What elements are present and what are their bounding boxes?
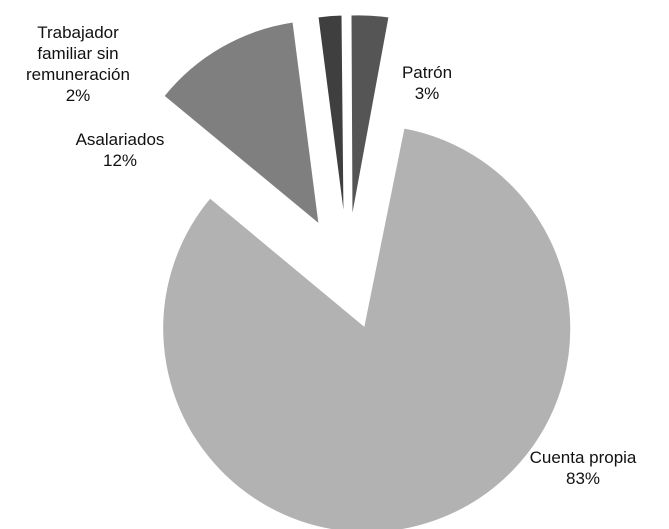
pie-label-value-trabajador-familiar: 2% [66, 86, 91, 105]
pie-label-text-asalariados: Asalariados [76, 130, 165, 149]
pie-label-text-cuenta-propia: Cuenta propia [530, 448, 637, 467]
pie-label-text-patron: Patrón [402, 63, 452, 82]
pie-label-value-cuenta-propia: 83% [566, 469, 600, 488]
pie-slice-asalariados [163, 21, 320, 226]
pie-slice-patron [350, 14, 390, 219]
pie-label-asalariados: Asalariados 12% [76, 130, 165, 170]
pie-label-text-trabajador-familiar: remuneración [26, 65, 130, 84]
pie-slice-trabajador-familiar [317, 14, 345, 219]
pie-label-value-asalariados: 12% [103, 151, 137, 170]
pie-label-trabajador-familiar: Trabajador familiar sin remuneración 2% [26, 23, 130, 105]
pie-slices [162, 14, 572, 529]
pie-slice-cuenta-propia [162, 127, 572, 529]
pie-label-cuenta-propia: Cuenta propia 83% [530, 448, 637, 488]
pie-labels: Patrón 3% Cuenta propia 83% Asalariados 12% Tr… [26, 23, 637, 488]
pie-label-text-trabajador-familiar: familiar sin [37, 44, 118, 63]
pie-label-value-patron: 3% [415, 84, 440, 103]
pie-label-text-trabajador-familiar: Trabajador [37, 23, 119, 42]
pie-label-patron: Patrón 3% [402, 63, 452, 103]
